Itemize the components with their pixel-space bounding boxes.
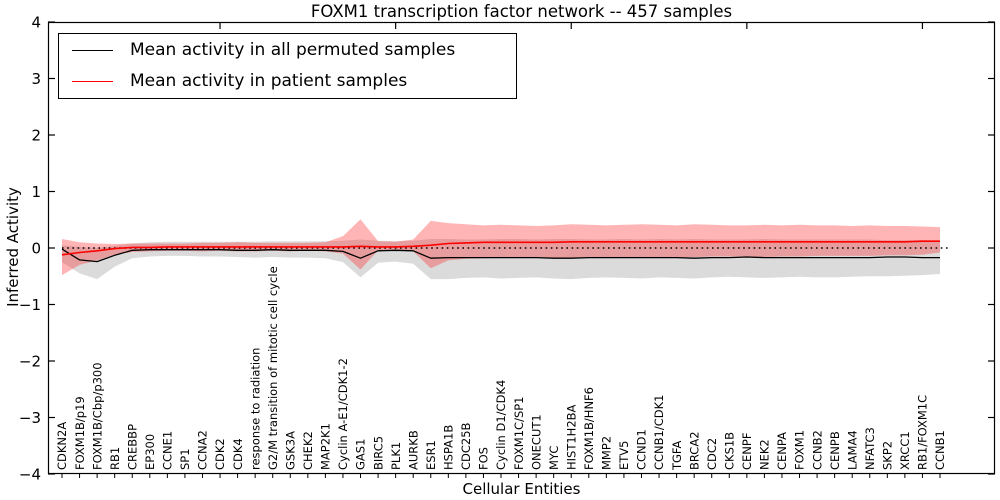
- x-tick-label: CCNB1: [933, 430, 947, 470]
- x-tick-label: ESR1: [424, 440, 438, 470]
- x-tick-label: CENPF: [740, 433, 754, 470]
- x-tick-label: PLK1: [389, 442, 403, 470]
- permuted-confidence-band: [62, 239, 940, 280]
- y-tick-label: 1: [31, 183, 41, 201]
- x-tick-label: CREBBP: [125, 424, 139, 470]
- x-axis-label: Cellular Entities: [462, 480, 581, 498]
- x-tick-label: Cyclin A-E1/CDK1-2: [336, 358, 350, 470]
- x-tick-label: FOXM1B/p19: [73, 396, 87, 470]
- y-tick-label: 4: [31, 14, 41, 32]
- x-tick-label: AURKB: [406, 430, 420, 470]
- legend: Mean activity in all permuted samples Me…: [58, 33, 517, 99]
- x-tick-label: NFATC3: [863, 427, 877, 470]
- x-tick-label: GSK3A: [284, 431, 298, 470]
- y-tick-label: −4: [19, 466, 41, 484]
- x-tick-label: FOXM1C/SP1: [512, 396, 526, 470]
- x-tick-label: CHEK2: [301, 431, 315, 470]
- x-tick-label: CKS1B: [723, 432, 737, 470]
- x-tick-label: FOXM1B/HNF6: [582, 387, 596, 470]
- x-tick-label: ETV5: [617, 441, 631, 470]
- x-tick-label: SP1: [178, 448, 192, 470]
- permuted-mean-line: [61, 248, 940, 263]
- x-tick-label: GAS1: [354, 439, 368, 470]
- x-tick-label: CCNE1: [161, 431, 175, 470]
- x-tick-label: CCNA2: [196, 430, 210, 470]
- chart-title: FOXM1 transcription factor network -- 45…: [310, 2, 733, 21]
- patient-mean-line: [61, 240, 940, 256]
- x-tick-label: XRCC1: [898, 431, 912, 470]
- patient-line-swatch-icon: [72, 81, 113, 83]
- legend-item-patient: Mean activity in patient samples: [59, 66, 516, 97]
- y-tick-label: −1: [19, 296, 41, 314]
- x-tick-label: CENPB: [828, 431, 842, 470]
- x-tick-label: LAMA4: [845, 430, 859, 470]
- x-tick-label: ONECUT1: [529, 414, 543, 470]
- x-tick-label: response to radiation: [248, 348, 262, 470]
- x-tick-label: FOXM1: [793, 430, 807, 470]
- x-tick-label: FOXM1B/Cbp/p300: [90, 362, 104, 470]
- x-tick-label: CENPA: [775, 432, 789, 470]
- x-tick-label: RB1: [108, 447, 122, 470]
- y-tick-label: 0: [31, 240, 41, 258]
- x-tick-label: EP300: [143, 434, 157, 470]
- x-tick-label: CDKN2A: [55, 422, 69, 470]
- legend-label-permuted: Mean activity in all permuted samples: [130, 39, 456, 60]
- x-tick-label: MYC: [547, 446, 561, 470]
- x-tick-label: RB1/FOXM1C: [916, 395, 930, 470]
- x-tick-label: BIRC5: [371, 436, 385, 470]
- x-tick-label: G2/M transition of mitotic cell cycle: [266, 266, 280, 470]
- x-tick-label: CCNB2: [810, 430, 824, 470]
- x-tick-label: CDC2: [705, 438, 719, 470]
- x-tick-label: MMP2: [600, 436, 614, 470]
- legend-item-permuted: Mean activity in all permuted samples: [59, 35, 516, 66]
- x-tick-label: CDK4: [231, 438, 245, 470]
- legend-label-patient: Mean activity in patient samples: [130, 71, 408, 92]
- x-tick-label: CDC25B: [459, 422, 473, 470]
- x-tick-label: FOS: [477, 447, 491, 470]
- x-tick-label: CCND1: [635, 429, 649, 470]
- y-tick-label: 2: [31, 127, 41, 145]
- x-tick-label: Cyclin D1/CDK4: [494, 380, 508, 470]
- x-tick-label: HIST1H2BA: [564, 404, 578, 470]
- y-axis-label: Inferred Activity: [4, 187, 22, 307]
- x-tick-label: NEK2: [758, 439, 772, 470]
- x-tick-label: TGFA: [670, 441, 684, 471]
- x-tick-label: SKP2: [881, 441, 895, 470]
- x-tick-label: BRCA2: [687, 431, 701, 470]
- y-tick-label: −3: [19, 409, 41, 427]
- x-tick-label: CCNB1/CDK1: [652, 395, 666, 471]
- permuted-line-swatch-icon: [72, 49, 113, 51]
- patient-confidence-band: [62, 219, 940, 276]
- y-tick-label: 3: [31, 70, 41, 88]
- x-tick-label: CDK2: [213, 438, 227, 470]
- y-tick-label: −2: [19, 353, 41, 371]
- x-tick-label: MAP2K1: [319, 423, 333, 470]
- x-tick-label: HSPA1B: [442, 425, 456, 470]
